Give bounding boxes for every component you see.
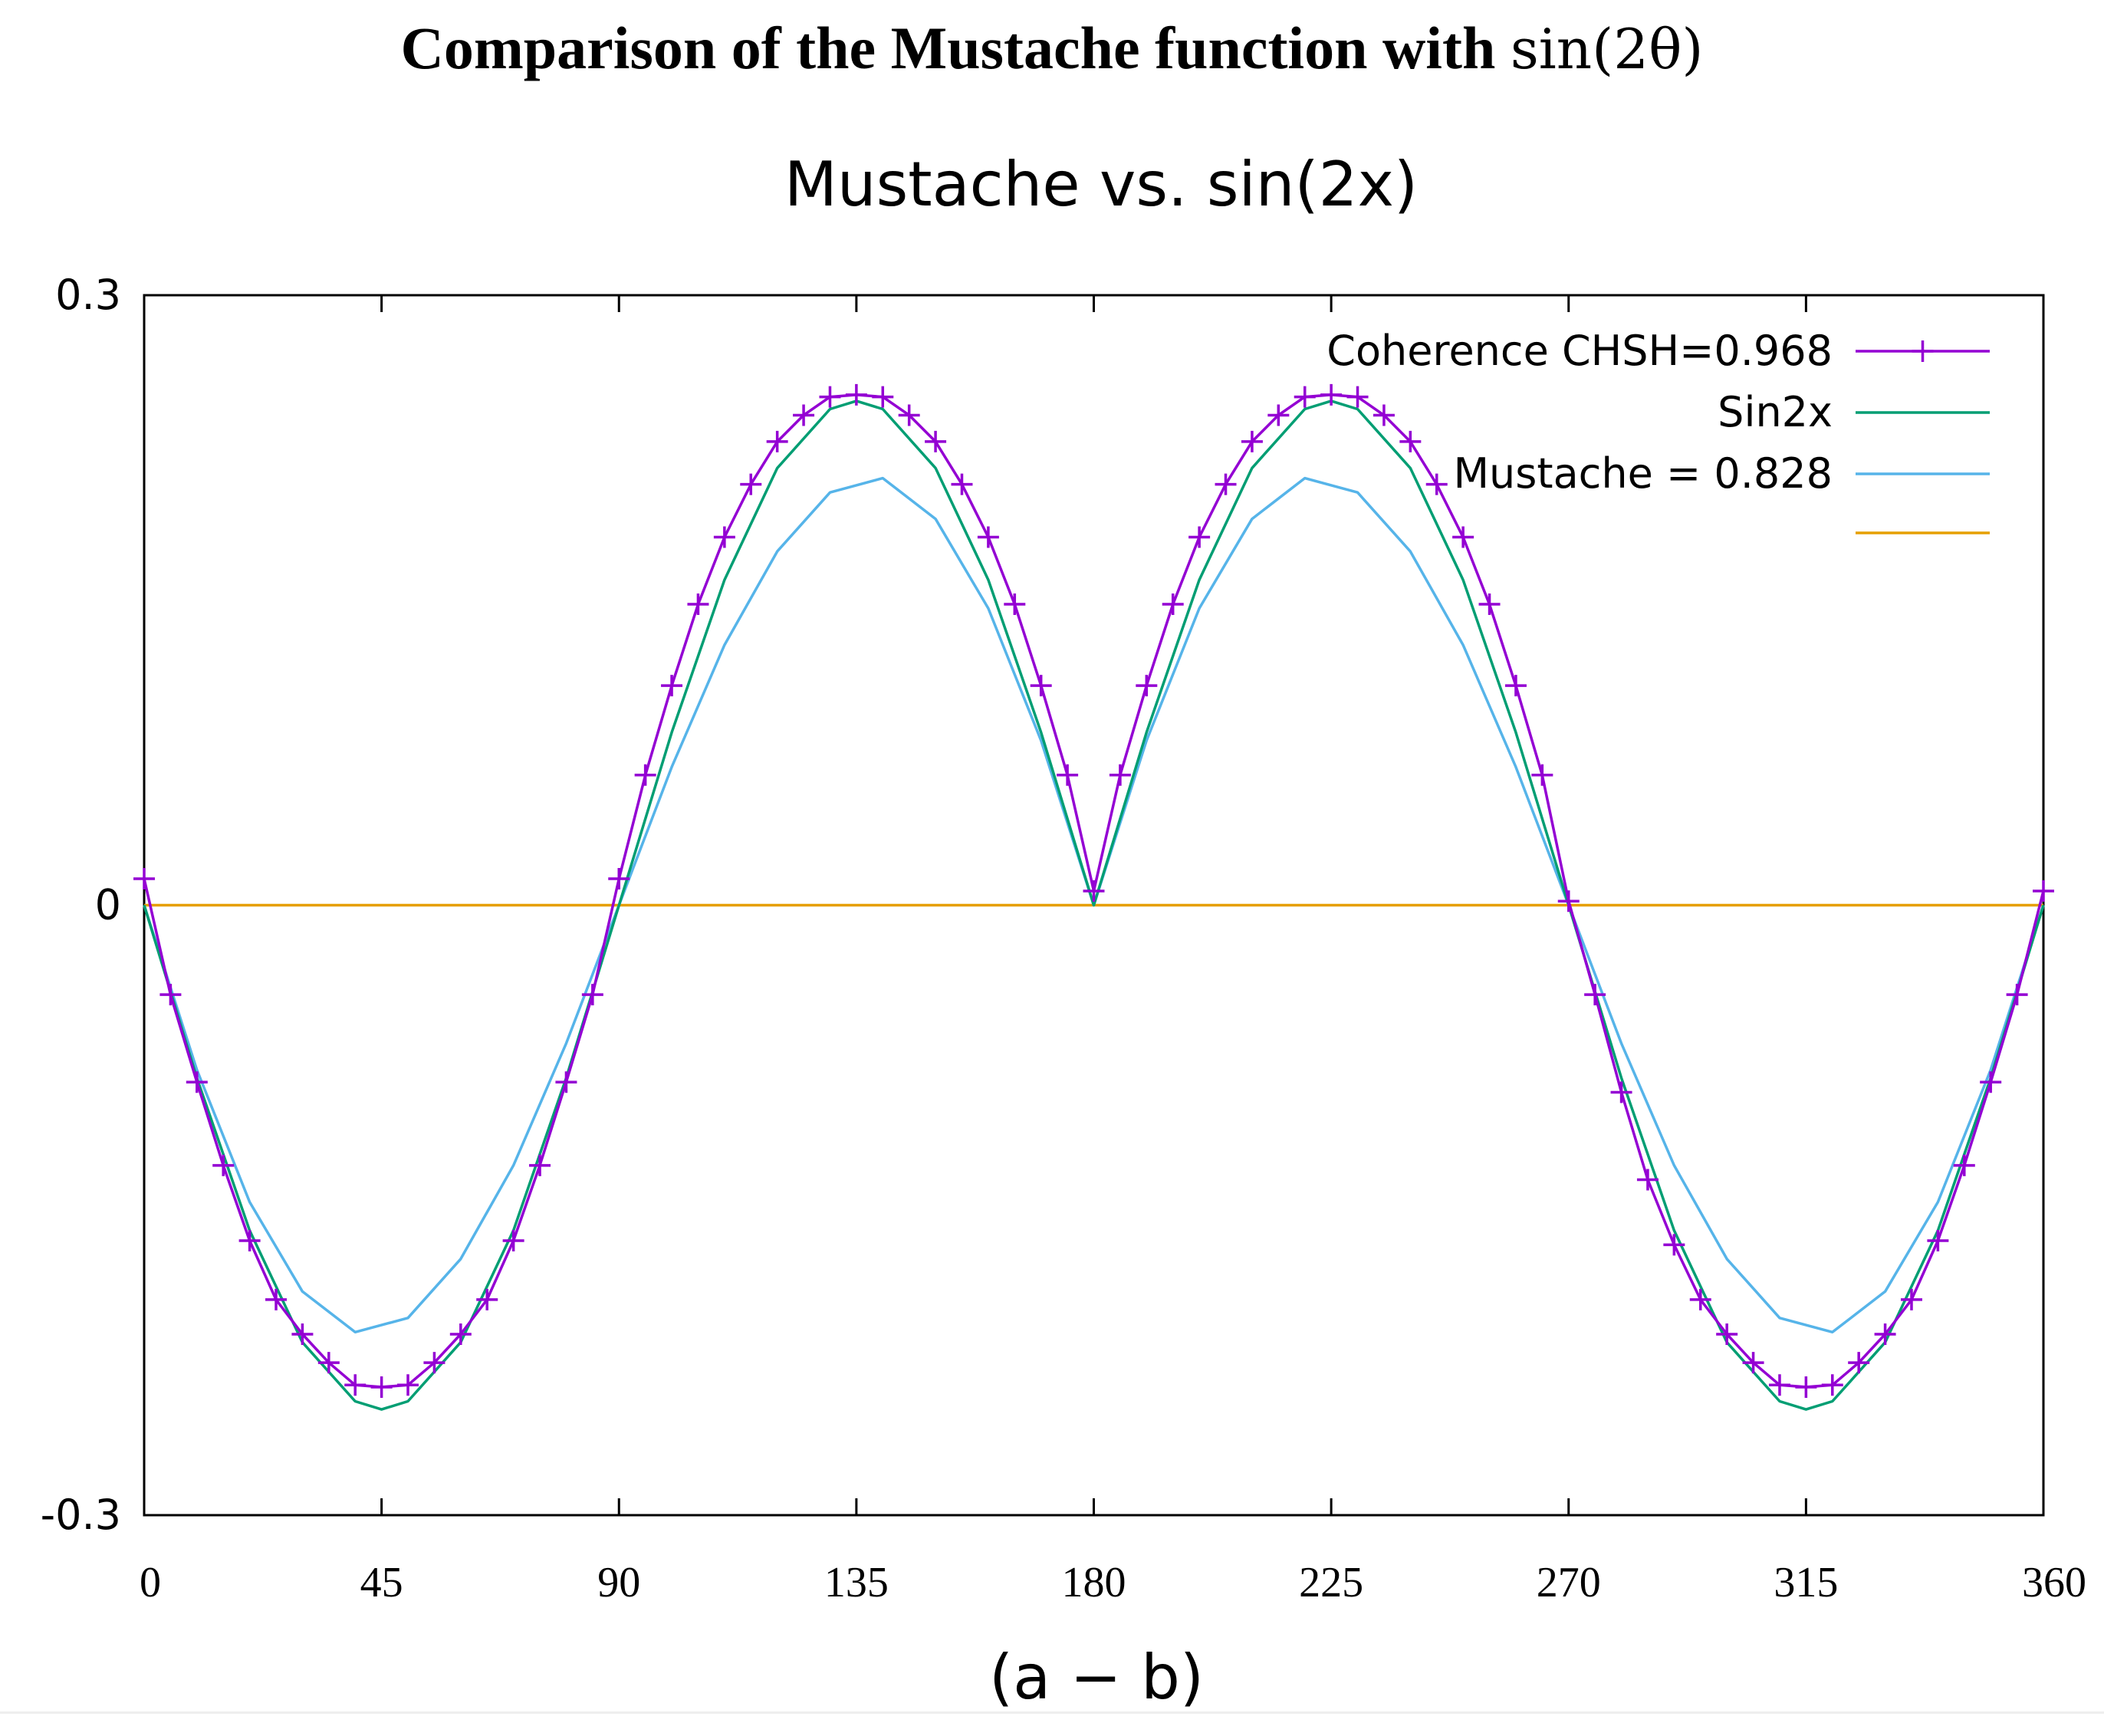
series-1-point (793, 404, 815, 426)
series-1-point (1557, 890, 1580, 912)
series-1-point (1795, 1376, 1817, 1398)
series-1-point (265, 1288, 288, 1310)
series-1-point (1742, 1352, 1764, 1374)
series-1-point (397, 1374, 419, 1396)
figure-title-math: sin(2θ) (1510, 17, 1704, 81)
series-1-point (238, 1230, 261, 1252)
series-1-point (1188, 526, 1211, 548)
series-1-point (581, 984, 603, 1006)
series-1-point (1768, 1374, 1790, 1396)
series-1-point (1980, 1071, 2002, 1093)
series-1-point (1610, 1081, 1632, 1103)
figure-title: Comparison of the Mustache function with… (0, 14, 2104, 83)
series-1-point (1267, 404, 1290, 426)
series-1-point (1689, 1288, 1711, 1310)
series-1-point (1821, 1374, 1843, 1396)
series-1-point (661, 675, 683, 697)
series-1-point (133, 868, 155, 890)
series-1-point (1874, 1323, 1896, 1345)
series-1-point (1241, 430, 1263, 452)
series-1-point (1320, 383, 1343, 406)
series-1-point (1663, 1234, 1685, 1256)
series-1-point (1399, 430, 1422, 452)
series-1-point (555, 1071, 577, 1093)
x-tick-label: 360 (2022, 1559, 2086, 1606)
series-1-point (2006, 984, 2028, 1006)
series-1-point (1953, 1154, 1975, 1176)
series-1-point (845, 383, 867, 406)
series-1-point (1083, 880, 1105, 902)
series-1-point (951, 473, 973, 495)
series-1-point (529, 1154, 551, 1176)
series-1-point (449, 1323, 472, 1345)
series-1-point (925, 430, 947, 452)
series-1-point (370, 1376, 393, 1398)
series-1-point (634, 764, 656, 786)
series-1-point (1425, 473, 1448, 495)
legend-label-3: Mustache = 0.828 (1453, 449, 1833, 498)
y-tick-label: -0.3 (41, 1491, 121, 1539)
series-1-point (1004, 593, 1026, 616)
x-tick-label: 270 (1537, 1559, 1601, 1606)
chart-title: Mustache vs. sin(2x) (784, 149, 1418, 220)
series-1-point (159, 984, 182, 1006)
series-1-point (898, 404, 920, 426)
series-1-point (1215, 473, 1237, 495)
series-1-point (344, 1374, 367, 1396)
series-1-point (291, 1323, 314, 1345)
series-1-point (1057, 764, 1079, 786)
legend-marker-1 (1912, 340, 1934, 362)
series-1-point (1294, 386, 1316, 408)
bottom-divider (0, 1711, 2104, 1714)
series-1-point (1927, 1230, 1949, 1252)
series-1-point (1636, 1169, 1659, 1191)
series-1-point (687, 593, 709, 616)
series-1-point (740, 473, 762, 495)
series-1-point (766, 430, 788, 452)
series-1-point (476, 1288, 498, 1310)
figure-title-text: Comparison of the Mustache function with (400, 15, 1511, 81)
series-1-point (1452, 526, 1474, 548)
series-1-point (212, 1154, 235, 1176)
legend-label-1: Coherence CHSH=0.968 (1327, 327, 1833, 375)
series-1-point (502, 1230, 524, 1252)
series-1-point (872, 386, 894, 408)
series-1-point (1109, 764, 1131, 786)
x-tick-label: 315 (1774, 1559, 1838, 1606)
series-1-point (608, 868, 630, 890)
x-tick-label: 0 (140, 1559, 161, 1606)
series-1-point (1162, 593, 1184, 616)
x-tick-label: 180 (1062, 1559, 1126, 1606)
series-1-point (317, 1352, 340, 1374)
series-1-point (186, 1071, 208, 1093)
y-tick-label: 0 (95, 881, 121, 929)
series-1-point (819, 386, 841, 408)
series-1-point (1346, 386, 1369, 408)
series-1-point (1478, 593, 1501, 616)
series-1-point (1848, 1352, 1870, 1374)
y-tick-label: 0.3 (55, 271, 121, 319)
x-tick-label: 135 (824, 1559, 889, 1606)
series-1-point (977, 526, 999, 548)
x-axis-label: (a − b) (989, 1642, 1204, 1713)
series-1-point (1716, 1323, 1738, 1345)
x-tick-label: 90 (597, 1559, 640, 1606)
series-1-point (2033, 880, 2054, 902)
series-1-point (1900, 1288, 1922, 1310)
series-1-point (1373, 404, 1395, 426)
series-1-point (1531, 764, 1553, 786)
series-1-point (423, 1352, 445, 1374)
series-1-point (1504, 675, 1527, 697)
series-1-point (713, 526, 735, 548)
x-tick-label: 45 (360, 1559, 403, 1606)
legend-label-2: Sin2x (1718, 388, 1833, 436)
series-1-point (1136, 675, 1158, 697)
series-1-point (1584, 984, 1606, 1006)
x-tick-label: 225 (1299, 1559, 1363, 1606)
series-1-point (1030, 675, 1052, 697)
